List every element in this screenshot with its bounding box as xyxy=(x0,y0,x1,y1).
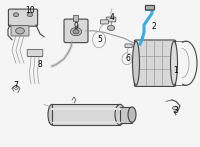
FancyBboxPatch shape xyxy=(145,5,155,10)
Ellipse shape xyxy=(170,41,178,85)
Text: 5: 5 xyxy=(98,35,102,44)
FancyBboxPatch shape xyxy=(27,49,43,56)
Circle shape xyxy=(70,27,82,36)
Bar xyxy=(52,104,120,125)
FancyBboxPatch shape xyxy=(11,26,29,36)
Circle shape xyxy=(107,25,115,31)
FancyBboxPatch shape xyxy=(100,20,109,24)
Text: 8: 8 xyxy=(38,60,42,69)
Text: 3: 3 xyxy=(174,106,178,115)
Text: 6: 6 xyxy=(126,54,130,63)
Circle shape xyxy=(27,13,33,17)
FancyBboxPatch shape xyxy=(125,44,132,47)
FancyBboxPatch shape xyxy=(8,9,38,26)
Text: 1: 1 xyxy=(174,66,178,75)
Circle shape xyxy=(13,13,19,17)
FancyBboxPatch shape xyxy=(106,17,116,22)
FancyBboxPatch shape xyxy=(64,19,88,43)
Ellipse shape xyxy=(128,107,136,122)
Circle shape xyxy=(73,29,79,34)
FancyBboxPatch shape xyxy=(134,40,176,86)
Circle shape xyxy=(173,106,177,110)
Bar xyxy=(73,15,78,21)
Circle shape xyxy=(16,28,24,34)
Text: 10: 10 xyxy=(25,6,35,15)
Text: 9: 9 xyxy=(74,22,78,31)
Text: 4: 4 xyxy=(110,13,114,22)
Text: 2: 2 xyxy=(152,22,156,31)
Ellipse shape xyxy=(132,41,140,85)
Ellipse shape xyxy=(48,104,56,125)
Ellipse shape xyxy=(115,104,125,125)
Text: 7: 7 xyxy=(14,81,18,90)
Bar xyxy=(120,107,132,123)
